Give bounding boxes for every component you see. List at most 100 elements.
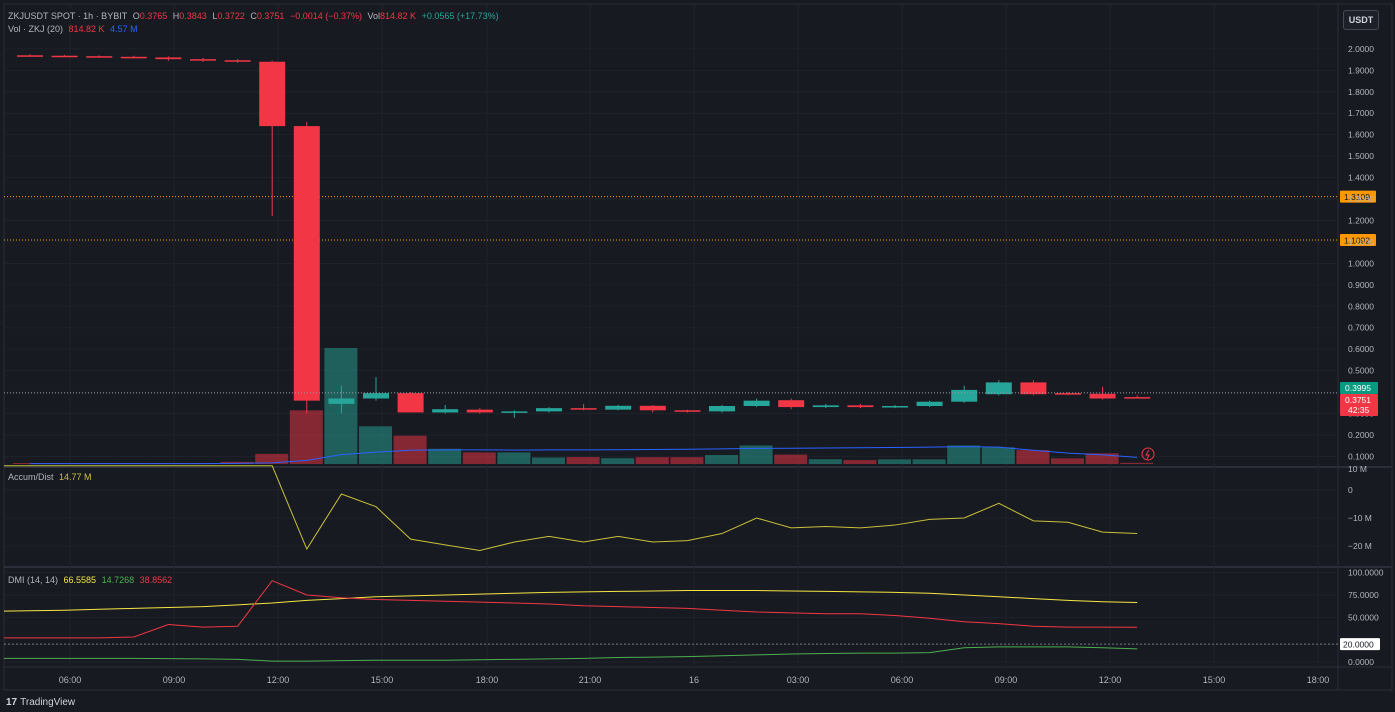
low-value: 0.3722: [217, 11, 245, 21]
candle: [605, 404, 632, 411]
candle-body: [51, 55, 78, 58]
legend-main: ZKJUSDT SPOT · 1h · BYBIT O0.3765 H0.384…: [8, 11, 502, 21]
candle: [17, 54, 43, 57]
price-tick-label: 0.8000: [1348, 301, 1374, 311]
candle-body: [86, 56, 113, 58]
currency-unit-button[interactable]: USDT: [1343, 10, 1379, 30]
volume-bar: [774, 454, 808, 464]
candle: [536, 407, 562, 413]
candle: [1055, 392, 1081, 396]
low-label: L: [212, 11, 218, 21]
volume-bar: [808, 459, 842, 464]
volume-bar: [878, 459, 911, 464]
volume-axis-label: 10 M: [1348, 464, 1367, 474]
symbol-label[interactable]: ZKJUSDT SPOT · 1h · BYBIT: [8, 11, 128, 21]
candle-body: [605, 405, 632, 410]
candle: [259, 60, 286, 217]
volume-bar: [601, 458, 635, 464]
candle: [674, 409, 701, 413]
lightning-icon-ring: [1141, 447, 1155, 461]
dmi-plus-value: 14.7268: [101, 575, 135, 585]
candle: [501, 410, 528, 418]
accum-value: 14.77 M: [59, 472, 92, 482]
price-tick-label: 1.4000: [1348, 173, 1374, 183]
price-tick-label: 1.5000: [1348, 151, 1374, 161]
candle: [985, 380, 1012, 396]
price-tick-label: 0.7000: [1348, 323, 1374, 333]
candle-body: [882, 406, 908, 408]
candle: [570, 403, 597, 411]
vol-indicator-label[interactable]: Vol · ZKJ (20): [8, 24, 64, 34]
vol-change-value: +0.0565 (+17.73%): [421, 11, 499, 21]
accum-dist-line: [4, 465, 1138, 551]
candle: [224, 59, 251, 63]
candle-body: [120, 56, 147, 59]
chart-frame: [3, 3, 1393, 691]
candle: [466, 408, 493, 414]
lightning-icon-bolt: [1145, 449, 1150, 460]
candle-body: [1055, 393, 1081, 395]
tv-logo-icon: 17: [6, 697, 18, 708]
candle-body: [709, 406, 735, 412]
candle-body: [363, 393, 389, 399]
candle-body: [432, 409, 459, 413]
candle-body: [155, 57, 182, 60]
price-level-badge: [1340, 233, 1376, 246]
price-tick-label: 0.5000: [1348, 366, 1374, 376]
dmi-adx-line: [3, 590, 1138, 612]
volume-bar: [1016, 450, 1050, 464]
time-tick-label: 18:00: [476, 675, 499, 685]
dmi-label[interactable]: DMI (14, 14): [8, 575, 59, 585]
candle-body: [812, 405, 839, 408]
dmi-tick-label: 75.0000: [1348, 590, 1379, 600]
volume-bar: [635, 457, 669, 464]
candle-body: [259, 61, 286, 127]
open-label: O: [132, 11, 140, 21]
volume-bar: [670, 457, 704, 464]
candle-body: [916, 401, 943, 407]
candle: [51, 54, 78, 58]
time-axis: 06:00 09:00 12:00 15:00 18:00 21:00 16 03:00 06:…: [59, 675, 1330, 685]
volume-bar: [705, 455, 738, 464]
volume-bar: [13, 463, 46, 464]
volume-ma-line: [30, 446, 1138, 465]
time-tick-label: 09:00: [995, 675, 1018, 685]
grid-layer: [3, 3, 1393, 691]
price-tick-label: 1.9000: [1348, 65, 1374, 75]
tradingview-logo[interactable]: 17 TradingView: [6, 697, 75, 708]
accum-label[interactable]: Accum/Dist: [8, 472, 54, 482]
volume-bar: [947, 445, 981, 464]
candle-body: [847, 405, 874, 408]
legend-accum: Accum/Dist 14.77 M: [8, 472, 95, 482]
candle-body: [778, 400, 805, 408]
candle-body: [951, 389, 978, 402]
close-label: C: [250, 11, 257, 21]
dmi-tick-label: 100.0000: [1348, 568, 1384, 578]
vol-indicator-value: 814.82 K: [68, 24, 105, 34]
price-level-badge: [1340, 190, 1376, 203]
candle: [86, 55, 113, 58]
vol-header-value: 814.82 K: [380, 11, 417, 21]
time-tick-label: 03:00: [787, 675, 810, 685]
candle-body: [397, 393, 424, 413]
candle: [190, 57, 216, 62]
accum-tick-label: −20 M: [1348, 541, 1372, 551]
candle: [847, 403, 874, 409]
price-tick-label: 2.0000: [1348, 44, 1374, 54]
candle: [432, 404, 459, 414]
volume-bar: [1051, 458, 1084, 464]
price-tick-label: 1.6000: [1348, 130, 1374, 140]
volume-bar: [497, 452, 531, 464]
volume-bar: [843, 460, 877, 464]
volume-bar: [428, 448, 462, 464]
price-tick-label: 1.2000: [1348, 215, 1374, 225]
time-tick-label: 12:00: [1099, 675, 1122, 685]
volume-bar: [220, 461, 254, 464]
time-tick-label: 16: [689, 675, 699, 685]
accum-tick-label: 0: [1348, 485, 1353, 495]
price-tick-label: 1.0000: [1348, 258, 1374, 268]
volume-bar: [1120, 462, 1154, 464]
candle-body: [466, 409, 493, 413]
high-value: 0.3843: [179, 11, 207, 21]
